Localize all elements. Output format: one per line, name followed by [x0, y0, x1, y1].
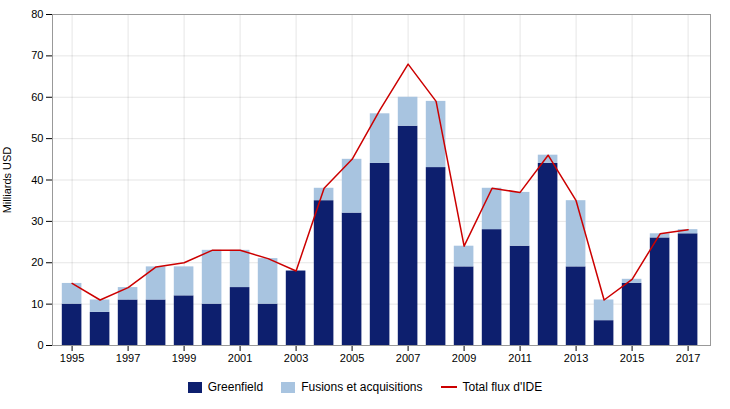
svg-text:1995: 1995	[60, 352, 84, 364]
svg-text:2015: 2015	[620, 352, 644, 364]
svg-text:80: 80	[31, 8, 43, 20]
svg-text:2017: 2017	[676, 352, 700, 364]
svg-text:10: 10	[31, 298, 43, 310]
svg-text:0: 0	[37, 339, 43, 351]
svg-text:2013: 2013	[564, 352, 588, 364]
svg-text:70: 70	[31, 49, 43, 61]
html-text:Total flux d'IDE: Total flux d'IDE	[462, 380, 543, 394]
svg-text:60: 60	[31, 91, 43, 103]
svg-text:Milliards USD: Milliards USD	[1, 147, 13, 214]
html-text:Fusions et acquisitions: Fusions et acquisitions	[301, 380, 423, 394]
html-text:Greenfield: Greenfield	[207, 380, 264, 394]
svg-text:2005: 2005	[340, 352, 364, 364]
svg-text:2007: 2007	[396, 352, 420, 364]
svg-text:20: 20	[31, 256, 43, 268]
svg-text:2003: 2003	[284, 352, 308, 364]
svg-text:2011: 2011	[508, 352, 532, 364]
svg-text:50: 50	[31, 132, 43, 144]
svg-text:2001: 2001	[228, 352, 252, 364]
svg-text:1997: 1997	[116, 352, 140, 364]
svg-text:30: 30	[31, 215, 43, 227]
svg-text:1999: 1999	[172, 352, 196, 364]
svg-text:2009: 2009	[452, 352, 476, 364]
svg-text:40: 40	[31, 174, 43, 186]
